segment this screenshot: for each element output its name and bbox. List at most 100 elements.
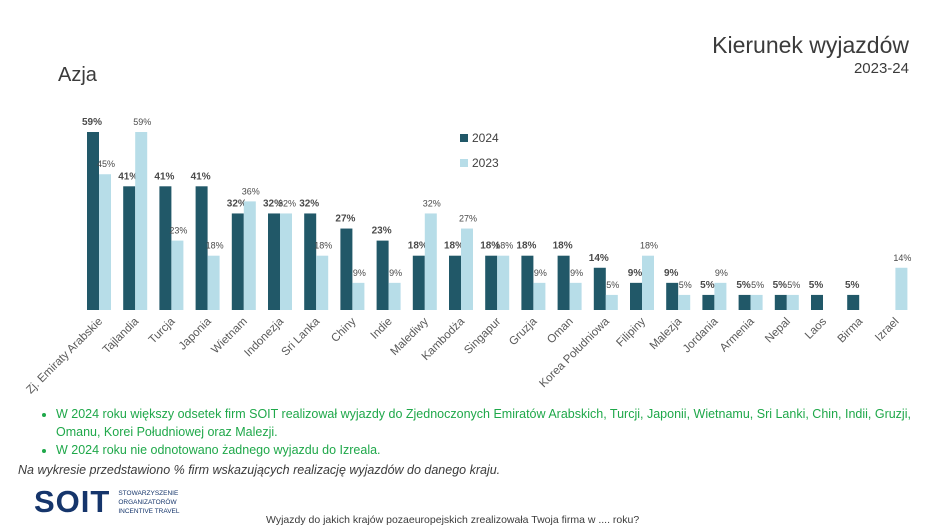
data-label: 5% xyxy=(787,280,800,290)
data-label: 9% xyxy=(664,268,679,279)
data-label: 41% xyxy=(191,171,211,182)
legend-label: 2023 xyxy=(472,156,499,170)
notes: W 2024 roku większy odsetek firm SOIT re… xyxy=(36,405,916,459)
note-item: W 2024 roku większy odsetek firm SOIT re… xyxy=(56,405,916,441)
bar-2024 xyxy=(340,228,353,310)
data-label: 18% xyxy=(408,241,428,252)
data-label: 45% xyxy=(97,159,115,169)
data-label: 59% xyxy=(133,117,151,127)
bar-2023 xyxy=(461,228,473,310)
bar-2023 xyxy=(388,282,401,310)
data-label: 18% xyxy=(553,241,573,252)
x-tick-label: Singapur xyxy=(462,316,503,357)
logo-line: INCENTIVE TRAVEL xyxy=(118,507,180,515)
data-label: 5% xyxy=(809,280,824,291)
data-label: 9% xyxy=(353,268,366,278)
legend-swatch xyxy=(460,134,468,142)
bar-2023 xyxy=(316,255,329,310)
bar-2023 xyxy=(569,282,582,310)
bar-2024 xyxy=(412,255,425,310)
x-tick-label: Indonezja xyxy=(242,315,286,359)
logo-text: STOWARZYSZENIE ORGANIZATORÓW INCENTIVE T… xyxy=(118,489,179,516)
data-label: 9% xyxy=(628,268,643,279)
x-tick-label: Birma xyxy=(836,315,866,345)
bar-2023 xyxy=(135,132,148,310)
bar-2024 xyxy=(304,213,317,310)
x-tick-label: Malezja xyxy=(648,315,685,352)
data-label: 41% xyxy=(118,171,138,182)
bar-2024 xyxy=(449,255,461,310)
bar-2023 xyxy=(533,282,546,310)
data-label: 9% xyxy=(715,268,728,278)
note-item: W 2024 roku nie odnotowano żadnego wyjaz… xyxy=(56,441,916,459)
bar-chart: 59% 45% Zj. Emiraty Arabskie 41% 59% Tajlandi… xyxy=(24,117,911,397)
bar-2024 xyxy=(702,294,715,310)
data-label: 27% xyxy=(459,214,477,224)
x-tick-label: Indie xyxy=(369,316,395,342)
bar-2023 xyxy=(171,240,184,310)
bar-2024 xyxy=(159,186,172,310)
soit-logo: SOIT STOWARZYSZENIE ORGANIZATORÓW INCENT… xyxy=(34,484,180,520)
bar-2024 xyxy=(630,282,642,310)
bar-2023 xyxy=(352,282,365,310)
data-label: 5% xyxy=(773,280,788,291)
x-tick-label: Oman xyxy=(545,316,576,347)
logo-line: ORGANIZATORÓW xyxy=(118,498,177,506)
data-label: 9% xyxy=(534,268,547,278)
bar-2024 xyxy=(268,213,280,310)
bar-2024 xyxy=(231,213,244,310)
data-label: 18% xyxy=(314,241,332,251)
bar-2023 xyxy=(605,294,618,310)
data-label: 41% xyxy=(154,171,174,182)
bar-2023 xyxy=(280,213,292,310)
x-tick-label: Nepal xyxy=(763,316,793,346)
data-label: 18% xyxy=(516,241,536,252)
x-tick-label: Zj. Emiraty Arabskie xyxy=(24,316,105,397)
bar-2024 xyxy=(195,186,208,310)
data-label: 32% xyxy=(227,198,247,209)
bar-2024 xyxy=(774,294,787,310)
data-label: 27% xyxy=(335,214,355,225)
data-label: 18% xyxy=(444,241,464,252)
bar-2024 xyxy=(485,255,498,310)
data-label: 5% xyxy=(606,280,619,290)
data-label: 9% xyxy=(570,268,583,278)
x-tick-label: Sri Lanka xyxy=(279,315,322,358)
data-label: 59% xyxy=(82,117,102,128)
x-tick-label: Korea Południowa xyxy=(537,315,612,390)
bar-2023 xyxy=(642,255,654,310)
x-tick-label: Laos xyxy=(803,315,829,341)
data-label: 5% xyxy=(700,280,715,291)
data-label: 32% xyxy=(278,198,296,208)
data-label: 32% xyxy=(299,198,319,209)
bar-2023 xyxy=(243,201,256,310)
x-tick-label: Chiny xyxy=(329,315,358,344)
bar-2024 xyxy=(557,255,570,310)
data-label: 23% xyxy=(169,226,187,236)
legend-label: 2024 xyxy=(472,131,499,145)
bar-2024 xyxy=(738,294,751,310)
bar-2024 xyxy=(87,132,99,310)
x-tick-label: Turcja xyxy=(147,315,178,346)
x-tick-label: Armenia xyxy=(718,315,757,354)
slide-subtitle: 2023-24 xyxy=(853,60,909,77)
bar-2024 xyxy=(593,267,606,310)
footnote: Na wykresie przedstawiono % firm wskazuj… xyxy=(18,463,501,477)
data-label: 36% xyxy=(242,186,260,196)
logo-mark: SOIT xyxy=(34,484,111,519)
x-tick-label: Gruzja xyxy=(507,315,540,348)
x-tick-label: Izrael xyxy=(873,316,901,344)
data-label: 9% xyxy=(389,268,402,278)
bar-2024 xyxy=(811,294,823,310)
x-tick-label: Filipiny xyxy=(614,315,648,349)
data-label: 5% xyxy=(679,280,692,290)
data-label: 18% xyxy=(640,241,658,251)
bar-2023 xyxy=(99,174,111,310)
bar-2023 xyxy=(714,282,727,310)
bar-2024 xyxy=(847,294,860,310)
data-label: 5% xyxy=(736,280,751,291)
data-label: 14% xyxy=(893,253,911,263)
data-label: 18% xyxy=(206,241,224,251)
data-label: 5% xyxy=(845,280,860,291)
